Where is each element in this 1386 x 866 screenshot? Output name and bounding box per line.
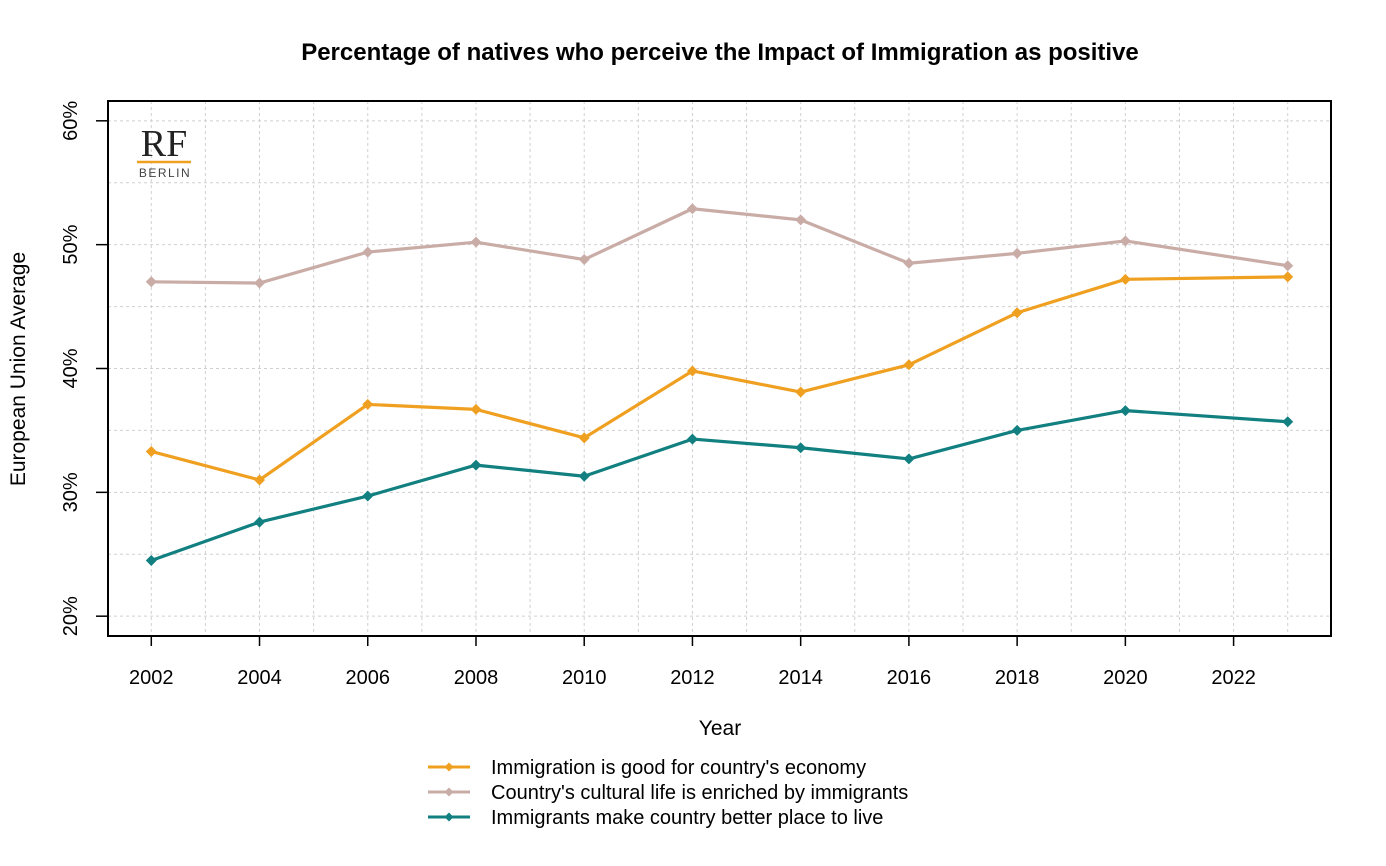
- x-tick-label: 2022: [1211, 667, 1256, 689]
- series-group: [145, 203, 1294, 566]
- legend-entry-label: Immigrants make country better place to …: [491, 807, 883, 829]
- y-axis-label: European Union Average: [7, 252, 30, 486]
- data-point: [362, 398, 374, 410]
- data-point: [795, 214, 807, 226]
- data-point: [1011, 307, 1023, 319]
- legend-entry-label: Country's cultural life is enriched by i…: [491, 782, 908, 804]
- chart-title: Percentage of natives who perceive the I…: [301, 39, 1139, 66]
- x-tick-label: 2018: [995, 667, 1040, 689]
- x-tick-label: 2020: [1103, 667, 1148, 689]
- x-tick-label: 2004: [237, 667, 282, 689]
- data-point: [1282, 416, 1294, 428]
- data-point: [145, 276, 157, 288]
- legend-entry-label: Immigration is good for country's econom…: [491, 757, 866, 779]
- data-point: [362, 490, 374, 502]
- series-line-3: [150, 409, 1288, 562]
- data-point: [578, 254, 590, 266]
- legend-swatch-marker: [444, 762, 454, 772]
- x-axis: 2002 2004 2006 2008 2010 2012 2014 2016 2018 2020…: [129, 636, 1256, 689]
- x-tick-label: 2010: [562, 667, 607, 689]
- x-tick-label: 2008: [454, 667, 499, 689]
- data-point: [1011, 247, 1023, 259]
- y-tick-label: 20%: [60, 596, 82, 636]
- data-point: [254, 474, 266, 486]
- series-line-2: [151, 207, 1288, 285]
- legend: Immigration is good for country's econom…: [428, 757, 908, 829]
- data-point: [1282, 271, 1294, 283]
- legend-swatch-marker: [444, 787, 454, 797]
- data-point: [1011, 424, 1023, 436]
- data-point: [254, 277, 266, 289]
- legend-swatch-marker: [444, 812, 454, 822]
- data-point: [470, 459, 482, 471]
- y-axis: 20% 30% 40% 50% 60%: [60, 101, 108, 636]
- rf-berlin-logo: RF BERLIN: [137, 123, 191, 180]
- data-point: [903, 359, 915, 371]
- y-tick-label: 50%: [60, 224, 82, 264]
- x-tick-label: 2006: [346, 667, 391, 689]
- data-point: [470, 236, 482, 248]
- x-tick-label: 2014: [778, 667, 823, 689]
- data-point: [795, 386, 807, 398]
- series-line-1: [150, 275, 1288, 482]
- y-tick-label: 60%: [60, 101, 82, 141]
- x-tick-label: 2016: [887, 667, 932, 689]
- data-point: [362, 246, 374, 258]
- y-tick-label: 40%: [60, 348, 82, 388]
- logo-subtitle: BERLIN: [139, 166, 191, 180]
- data-point: [686, 203, 698, 215]
- data-point: [1282, 260, 1294, 272]
- data-point: [1119, 273, 1131, 285]
- y-tick-label: 30%: [60, 472, 82, 512]
- data-point: [470, 403, 482, 415]
- data-point: [903, 257, 915, 269]
- data-point: [145, 445, 157, 457]
- data-point: [254, 516, 266, 528]
- data-point: [903, 453, 915, 465]
- data-point: [578, 470, 590, 482]
- data-point: [795, 442, 807, 454]
- data-point: [686, 433, 698, 445]
- data-point: [686, 365, 698, 377]
- data-point: [145, 554, 157, 566]
- x-tick-label: 2002: [129, 667, 174, 689]
- grid: [108, 101, 1331, 636]
- data-point: [1119, 235, 1131, 247]
- x-tick-label: 2012: [670, 667, 715, 689]
- logo-mark: RF: [141, 123, 187, 165]
- data-point: [1119, 405, 1131, 417]
- data-point: [578, 432, 590, 444]
- x-axis-label: Year: [699, 717, 741, 740]
